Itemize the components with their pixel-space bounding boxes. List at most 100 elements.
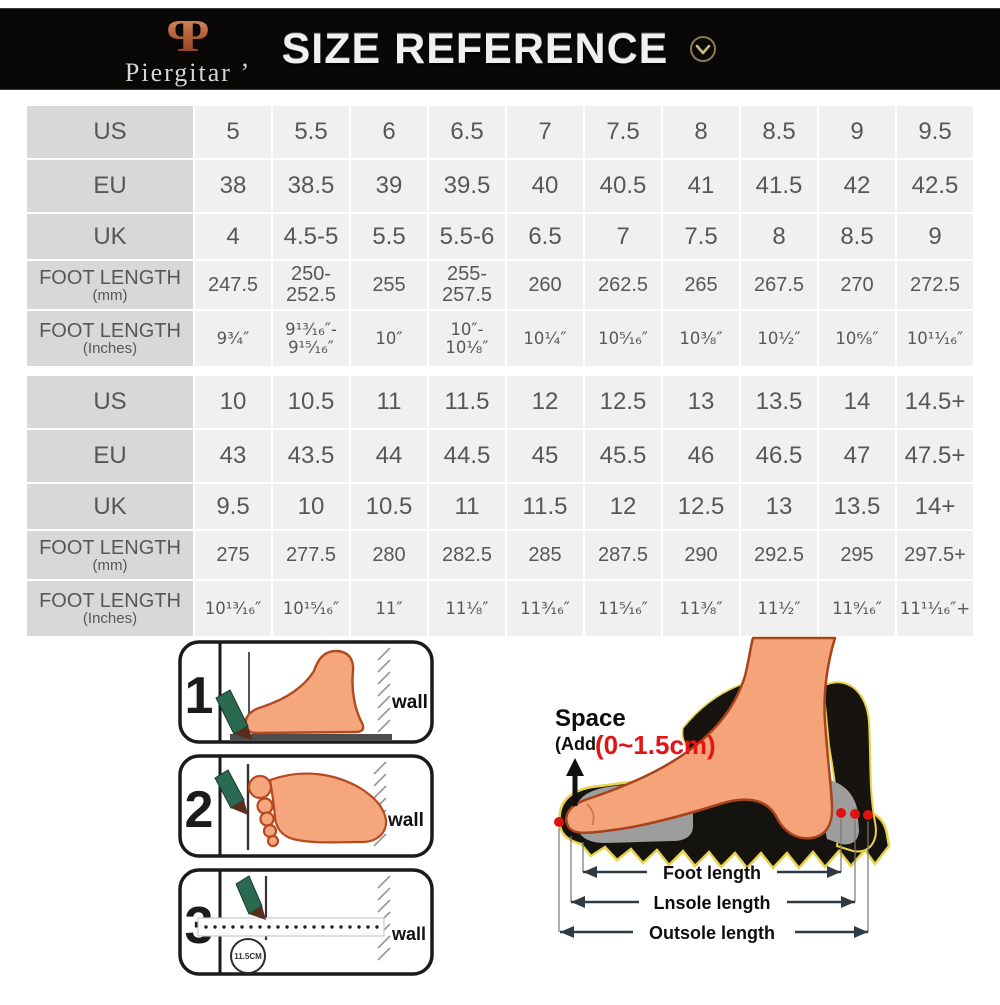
size-value-cell: 10¹¹⁄₁₆″ [895, 309, 975, 368]
size-value-cell: 11³⁄₈″ [661, 579, 741, 638]
header-bar: P P Piergitar ’ SIZE REFERENCE [0, 8, 1000, 90]
size-value-cell: 45.5 [583, 428, 663, 484]
foot-side-illustration [244, 649, 365, 735]
row-label: FOOT LENGTH (Inches) [25, 309, 195, 368]
row-label: EU [25, 158, 195, 214]
size-value-cell: 265 [661, 259, 741, 311]
size-value-cell: 9 [895, 212, 975, 261]
size-value-cell: 10.5 [349, 482, 429, 531]
size-value-cell: 255- 257.5 [427, 259, 507, 311]
measure-step-1: 1 wall [178, 640, 434, 744]
measure-step-2: 2 wall [178, 754, 434, 858]
size-row: UK 4 4.5-5 5.5 5.5-6 6.5 7 7.5 8 8.5 9 [25, 212, 975, 261]
size-value-cell: 13 [661, 374, 741, 430]
size-value-cell: 47.5+ [895, 428, 975, 484]
size-value-cell: 11 [349, 374, 429, 430]
row-label: EU [25, 428, 195, 484]
pencil-icon [215, 689, 252, 740]
tape-length-badge: 11.5CM [230, 938, 266, 974]
size-value-cell: 12.5 [661, 482, 741, 531]
foot-top-illustration [247, 772, 388, 848]
foot-length-diagram: Space (Add (0~1.5cm) Foot length Lnsole … [535, 630, 1000, 1000]
size-value-cell: 9 [817, 104, 897, 160]
foot-in-shoe-illustration [565, 636, 837, 840]
size-value-cell: 6 [349, 104, 429, 160]
size-value-cell: 44 [349, 428, 429, 484]
size-value-cell: 11³⁄₁₆″ [505, 579, 585, 638]
size-value-cell: 43.5 [271, 428, 351, 484]
size-value-cell: 10³⁄₈″ [661, 309, 741, 368]
size-value-cell: 9.5 [895, 104, 975, 160]
floor-bar [230, 734, 392, 740]
size-value-cell: 12.5 [583, 374, 663, 430]
size-value-cell: 38.5 [271, 158, 351, 214]
size-value-cell: 10¹³⁄₁₆″ [193, 579, 273, 638]
size-value-cell: 40.5 [583, 158, 663, 214]
size-value-cell: 13.5 [817, 482, 897, 531]
size-value-cell: 11.5 [505, 482, 585, 531]
size-value-cell: 10 [193, 374, 273, 430]
size-value-cell: 47 [817, 428, 897, 484]
guide-lines [558, 819, 869, 932]
size-value-cell: 46.5 [739, 428, 819, 484]
size-value-cell: 12 [505, 374, 585, 430]
size-value-cell: 43 [193, 428, 273, 484]
size-value-cell: 8.5 [817, 212, 897, 261]
size-value-cell: 44.5 [427, 428, 507, 484]
size-value-cell: 42.5 [895, 158, 975, 214]
wall-hatch [377, 647, 391, 733]
size-value-cell: 6.5 [505, 212, 585, 261]
size-value-cell: 10⁵⁄₁₆″ [583, 309, 663, 368]
size-value-cell: 7 [583, 212, 663, 261]
size-row: UK 9.5 10 10.5 11 11.5 12 12.5 13 13.5 14+ [25, 482, 975, 531]
size-value-cell: 255 [349, 259, 429, 311]
size-value-cell: 10⁶⁄₈″ [817, 309, 897, 368]
size-value-cell: 275 [193, 529, 273, 581]
size-value-cell: 5.5 [349, 212, 429, 261]
size-row: US 10 10.5 11 11.5 12 12.5 13 13.5 14 14.5+ [25, 374, 975, 430]
size-value-cell: 7.5 [661, 212, 741, 261]
size-value-cell: 39.5 [427, 158, 507, 214]
size-value-cell: 7 [505, 104, 585, 160]
brand-monogram-icon: P P [167, 10, 209, 61]
row-label: UK [25, 212, 195, 261]
size-row: US 5 5.5 6 6.5 7 7.5 8 8.5 9 9.5 [25, 104, 975, 160]
size-value-cell: 9³⁄₄″ [193, 309, 273, 368]
space-range-label: (0~1.5cm) [595, 730, 716, 760]
foot-length-label: Foot length [663, 863, 761, 883]
size-value-cell: 11⁹⁄₁₆″ [817, 579, 897, 638]
size-value-cell: 280 [349, 529, 429, 581]
wall-label: wall [391, 692, 428, 713]
svg-text:P: P [181, 11, 209, 57]
size-value-cell: 9.5 [193, 482, 273, 531]
size-value-cell: 297.5+ [895, 529, 975, 581]
size-value-cell: 8.5 [739, 104, 819, 160]
add-label: (Add [555, 734, 596, 754]
measure-dots [554, 808, 873, 827]
size-value-cell: 11.5 [427, 374, 507, 430]
size-value-cell: 250- 252.5 [271, 259, 351, 311]
size-value-cell: 10¹⁄₂″ [739, 309, 819, 368]
insole-length-arrow [571, 896, 855, 908]
size-table-1: US 5 5.5 6 6.5 7 7.5 8 8.5 9 9.5 EU 38 38.5 39 39.5 40 40… [25, 104, 975, 368]
size-value-cell: 260 [505, 259, 585, 311]
size-value-cell: 39 [349, 158, 429, 214]
size-row: FOOT LENGTH (Inches) 9³⁄₄″ 9¹³⁄₁₆″- 9¹⁵⁄₁₆″… [25, 309, 975, 368]
row-label: US [25, 374, 195, 430]
row-label: US [25, 104, 195, 160]
insole-length-label: Lnsole length [654, 893, 771, 913]
row-label: FOOT LENGTH (Inches) [25, 579, 195, 638]
heel-cup-illustration [821, 681, 877, 853]
size-value-cell: 11¹¹⁄₁₆″+ [895, 579, 975, 638]
collapse-chevron-button[interactable] [688, 34, 718, 64]
size-value-cell: 290 [661, 529, 741, 581]
size-value-cell: 5.5-6 [427, 212, 507, 261]
row-label-unit: (Inches) [82, 340, 138, 357]
size-value-cell: 11″ [349, 579, 429, 638]
size-value-cell: 11¹⁄₈″ [427, 579, 507, 638]
size-value-cell: 282.5 [427, 529, 507, 581]
outsole-length-label: Outsole length [649, 923, 775, 943]
size-value-cell: 41 [661, 158, 741, 214]
foot-length-arrow [583, 866, 841, 878]
row-label-unit: (Inches) [82, 610, 138, 627]
